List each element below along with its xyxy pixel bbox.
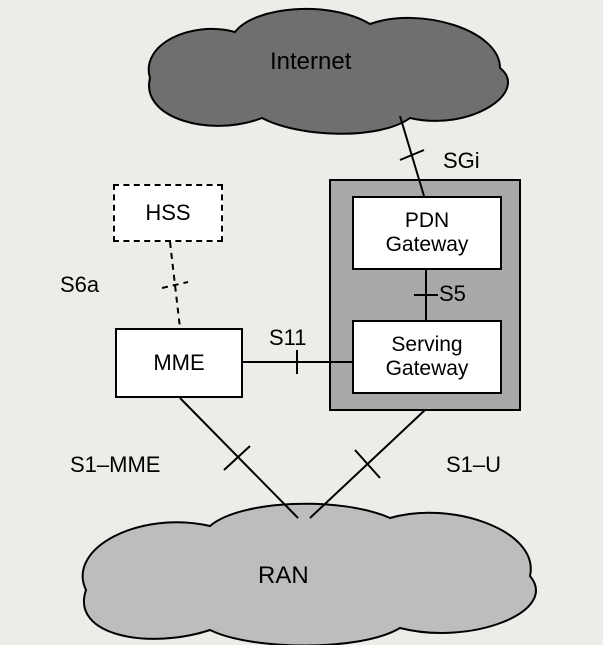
cloud-internet-label: Internet	[270, 48, 351, 76]
edge-label-sgi: SGi	[443, 148, 480, 174]
node-sgw-label: Serving Gateway	[386, 333, 469, 381]
edge-label-s1u: S1–U	[446, 452, 501, 478]
diagram-svg	[0, 0, 603, 645]
edge-label-s5: S5	[439, 281, 466, 307]
node-mme-label: MME	[153, 350, 204, 376]
cloud-ran-label: RAN	[258, 562, 309, 590]
node-mme: MME	[115, 328, 243, 398]
node-pdn-gateway: PDN Gateway	[352, 196, 502, 270]
node-hss-label: HSS	[145, 200, 190, 226]
edge-label-s1mme: S1–MME	[70, 452, 160, 478]
node-serving-gateway: Serving Gateway	[352, 320, 502, 394]
edge-s1u	[310, 410, 425, 518]
edge-label-s11: S11	[269, 325, 307, 351]
edge-s6a	[162, 242, 188, 328]
node-hss: HSS	[113, 184, 223, 242]
node-pdn-label: PDN Gateway	[386, 209, 469, 257]
cloud-ran	[83, 504, 536, 645]
edge-s1mme	[180, 398, 298, 518]
edge-label-s6a: S6a	[60, 272, 99, 298]
